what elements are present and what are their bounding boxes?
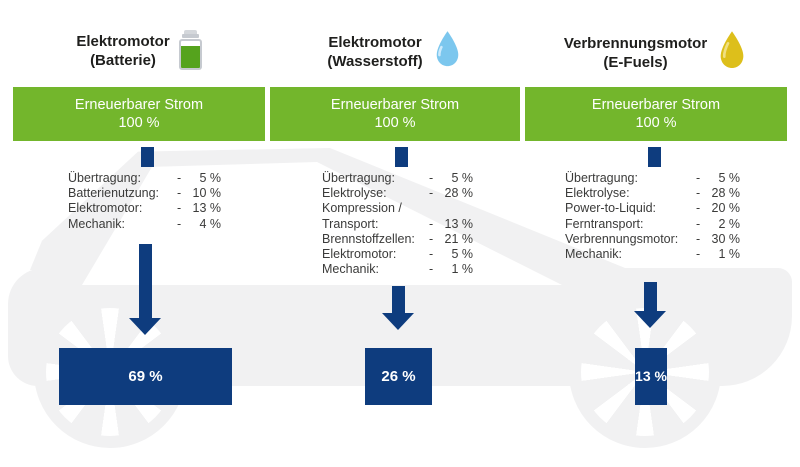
loss-label: Verbrennungsmotor: [565, 231, 679, 246]
loss-row: Elektrolyse: -28 % [322, 186, 473, 201]
loss-row: Übertragung: -5 % [68, 171, 221, 186]
loss-row: Mechanik: -1 % [565, 247, 740, 262]
loss-value: -28 % [429, 186, 473, 201]
loss-label: Mechanik: [322, 262, 379, 277]
result-box-hydrogen: 26 % [365, 348, 432, 405]
loss-row: Brennstoffzellen: -21 % [322, 232, 473, 247]
loss-label: Elektromotor: [68, 201, 143, 216]
loss-label: Ferntransport: [565, 216, 644, 231]
battery-icon [178, 30, 202, 71]
loss-value: -1 % [429, 262, 473, 277]
loss-label: Batterienutzung: [68, 186, 160, 201]
source-bar-line1: Erneuerbarer Strom [591, 97, 721, 113]
loss-value: -13 % [429, 216, 473, 231]
column-title-line2: (Wasserstoff) [327, 52, 423, 70]
down-arrow-head [129, 318, 161, 335]
down-arrow-head [634, 311, 666, 328]
column-title-line1: Verbrennungsmotor [563, 34, 708, 52]
loss-row: Transport: -13 % [322, 217, 473, 232]
column-header-battery: Elektromotor (Batterie) [13, 30, 265, 71]
loss-value: -4 % [177, 216, 221, 231]
column-header-efuels: Verbrennungsmotor (E-Fuels) [525, 30, 787, 75]
result-value: 69 % [128, 368, 163, 385]
loss-row: Mechanik: -1 % [322, 262, 473, 277]
source-bar-line1: Erneuerbarer Strom [330, 97, 460, 113]
down-arrow-stem [644, 282, 657, 312]
source-bar-battery: Erneuerbarer Strom 100 % [13, 87, 265, 141]
down-arrow-stem [392, 286, 405, 314]
loss-label: Übertragung: [68, 171, 141, 185]
loss-value: -5 % [429, 171, 473, 185]
column-header-hydrogen: Elektromotor (Wasserstoff) [270, 30, 520, 73]
loss-value: -21 % [429, 231, 473, 246]
loss-label: Übertragung: [565, 171, 638, 185]
loss-label: Übertragung: [322, 171, 395, 185]
loss-value: -10 % [177, 186, 221, 201]
source-bar-line2: 100 % [118, 115, 160, 131]
loss-row: Elektromotor: -5 % [322, 247, 473, 262]
loss-row: Elektrolyse: -28 % [565, 186, 740, 201]
loss-table-efuels: Übertragung: -5 % Elektrolyse: -28 % Pow… [565, 171, 740, 262]
loss-row: Batterienutzung: -10 % [68, 186, 221, 201]
loss-row: Verbrennungsmotor: -30 % [565, 232, 740, 247]
loss-value: -28 % [696, 186, 740, 201]
loss-value: -5 % [696, 171, 740, 185]
column-title: Verbrennungsmotor (E-Fuels) [564, 34, 707, 72]
loss-label: Power-to-Liquid: [565, 201, 657, 216]
loss-label: Mechanik: [68, 216, 125, 231]
connector-stub [141, 147, 154, 167]
result-box-efuels: 13 % [635, 348, 667, 405]
column-title-line2: (E-Fuels) [603, 53, 668, 71]
loss-label: Elektrolyse: [322, 186, 387, 201]
loss-row: Elektromotor: -13 % [68, 201, 221, 216]
loss-label: Elektromotor: [322, 247, 397, 262]
column-title-line2: (Batterie) [90, 51, 156, 69]
loss-row: Übertragung: -5 % [322, 171, 473, 186]
result-value: 26 % [381, 368, 416, 385]
loss-value: -30 % [696, 231, 740, 246]
result-box-battery: 69 % [59, 348, 232, 405]
loss-value: -13 % [177, 201, 221, 216]
loss-value [429, 201, 473, 216]
column-title: Elektromotor (Wasserstoff) [327, 33, 422, 71]
column-title: Elektromotor (Batterie) [76, 32, 169, 70]
loss-label: Transport: [322, 216, 379, 231]
loss-value: -2 % [696, 216, 740, 231]
source-bar-hydrogen: Erneuerbarer Strom 100 % [270, 87, 520, 141]
loss-table-hydrogen: Übertragung: -5 % Elektrolyse: -28 % Kom… [322, 171, 473, 277]
loss-row: Ferntransport: -2 % [565, 217, 740, 232]
loss-label: Kompression / [322, 201, 402, 216]
loss-value: -5 % [429, 247, 473, 262]
loss-row: Kompression / [322, 201, 473, 216]
loss-label: Brennstoffzellen: [322, 231, 415, 246]
connector-stub [395, 147, 408, 167]
loss-row: Mechanik: -4 % [68, 217, 221, 232]
connector-stub [648, 147, 661, 167]
loss-value: -5 % [177, 171, 221, 185]
fuel-drop-icon [716, 30, 748, 75]
loss-label: Mechanik: [565, 247, 622, 262]
down-arrow-stem [139, 244, 152, 319]
down-arrow-head [382, 313, 414, 330]
column-title-line1: Elektromotor [76, 32, 170, 50]
source-bar-line2: 100 % [635, 115, 677, 131]
loss-row: Übertragung: -5 % [565, 171, 740, 186]
loss-label: Elektrolyse: [565, 186, 630, 201]
column-title-line1: Elektromotor [328, 33, 422, 51]
water-drop-icon [432, 30, 463, 73]
result-value: 13 % [635, 368, 667, 384]
source-bar-line2: 100 % [374, 115, 416, 131]
source-bar-efuels: Erneuerbarer Strom 100 % [525, 87, 787, 141]
loss-value: -1 % [696, 247, 740, 262]
loss-value: -20 % [696, 201, 740, 216]
source-bar-line1: Erneuerbarer Strom [74, 97, 204, 113]
loss-table-battery: Übertragung: -5 % Batterienutzung: -10 %… [68, 171, 221, 232]
loss-row: Power-to-Liquid: -20 % [565, 201, 740, 216]
